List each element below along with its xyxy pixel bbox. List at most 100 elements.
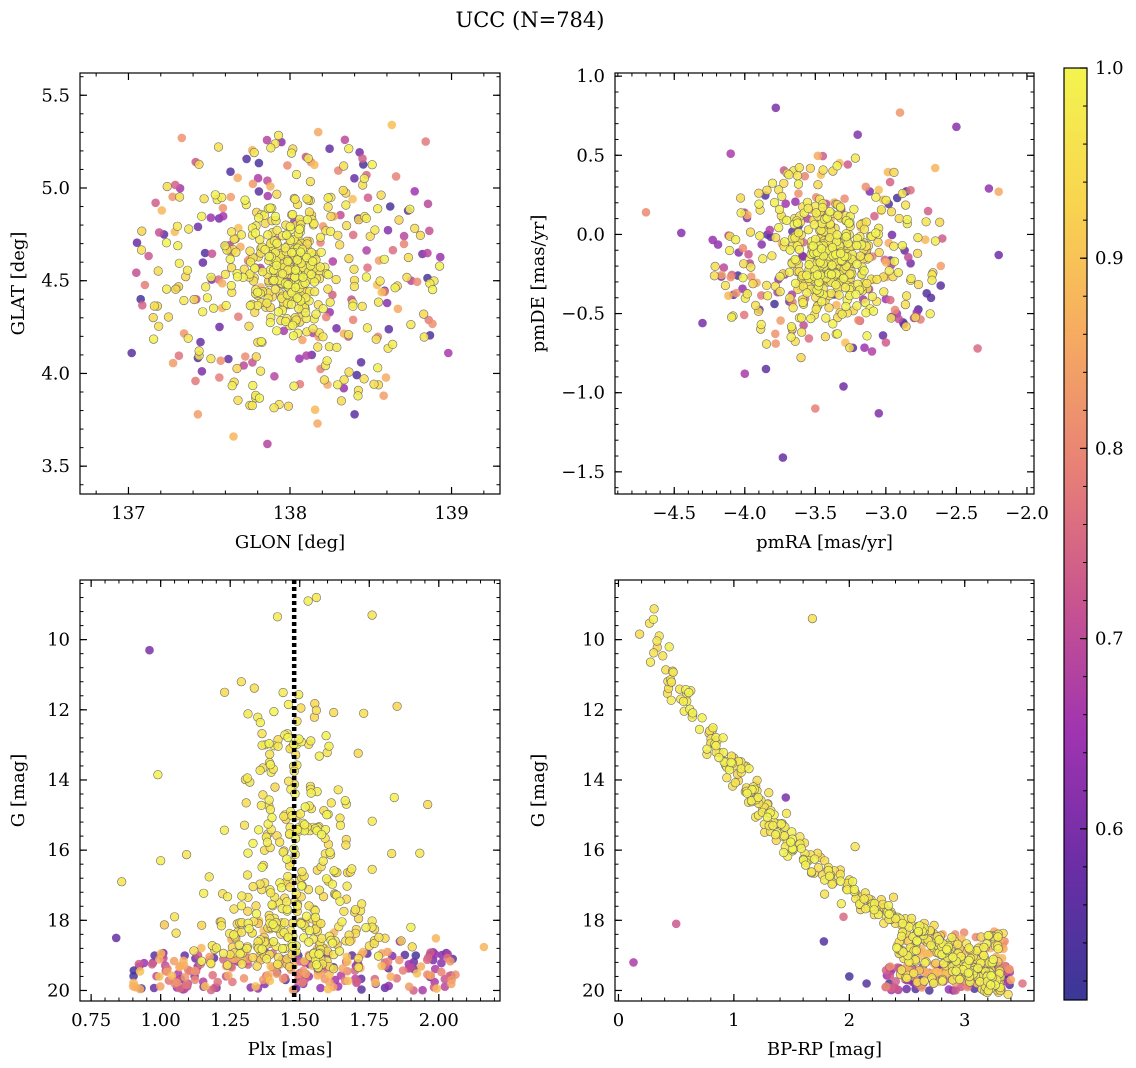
data-point [270, 284, 280, 295]
data-point [953, 939, 963, 949]
data-point [302, 194, 312, 204]
data-point [197, 943, 206, 953]
x-tick-label: −2.0 [1005, 503, 1049, 524]
data-point [295, 354, 304, 364]
data-point [224, 354, 233, 364]
colorbar-gradient [1063, 67, 1088, 1001]
data-point [129, 978, 138, 988]
data-point [867, 347, 877, 356]
data-point [852, 240, 862, 251]
data-point [884, 266, 894, 276]
data-point [322, 874, 332, 884]
x-axis-label: Plx [mas] [248, 1039, 333, 1060]
x-tick-label: −4.0 [723, 503, 767, 524]
data-point [313, 342, 323, 352]
data-point [755, 231, 765, 241]
data-point [812, 270, 823, 280]
data-point [232, 363, 242, 374]
data-point [765, 225, 775, 235]
data-point [928, 978, 939, 988]
data-point [847, 876, 858, 887]
data-point [323, 984, 333, 994]
data-point [738, 243, 748, 253]
data-point [747, 272, 756, 282]
data-point [902, 973, 912, 983]
data-point [206, 958, 216, 968]
data-point [824, 871, 835, 881]
data-point [253, 173, 263, 183]
data-point [923, 206, 933, 216]
data-point [993, 932, 1003, 942]
data-point [388, 245, 398, 255]
data-point [198, 258, 208, 267]
x-tick-label: 1.25 [210, 1010, 250, 1031]
data-point [339, 161, 349, 171]
data-point [358, 154, 367, 163]
data-point [338, 964, 348, 973]
data-point [867, 291, 878, 302]
data-point [313, 419, 322, 428]
data-point [303, 596, 313, 606]
data-point [384, 981, 394, 991]
data-point [329, 866, 339, 876]
data-point [411, 951, 421, 960]
data-point [134, 959, 144, 969]
data-point [277, 269, 288, 279]
data-point [415, 230, 426, 240]
data-point [227, 227, 237, 237]
data-point [719, 263, 729, 272]
data-point [290, 282, 301, 293]
data-point [236, 677, 246, 687]
data-point [416, 962, 426, 971]
data-point [207, 249, 217, 258]
data-point [871, 192, 881, 202]
data-point [233, 173, 242, 183]
data-point [297, 866, 307, 877]
data-point [232, 272, 243, 282]
data-point [436, 252, 445, 262]
data-point [883, 900, 894, 911]
y-tick-label: 10 [582, 630, 605, 651]
data-point [239, 820, 250, 830]
data-point [167, 971, 177, 980]
data-point [189, 946, 199, 956]
data-point [629, 958, 638, 967]
data-point [336, 210, 345, 220]
data-point [256, 366, 266, 376]
data-point [323, 202, 333, 212]
data-point [927, 275, 937, 285]
data-point [818, 165, 828, 175]
data-point [860, 298, 870, 308]
data-point [963, 968, 974, 978]
data-point [315, 262, 325, 272]
data-point [933, 967, 942, 977]
data-point [418, 985, 427, 995]
data-point [316, 983, 325, 993]
data-point [428, 319, 437, 329]
data-point [806, 314, 816, 324]
data-point [387, 120, 397, 130]
data-point [256, 336, 266, 347]
data-point [718, 733, 728, 743]
data-point [944, 985, 954, 994]
data-point [183, 333, 193, 343]
data-point [770, 299, 779, 309]
data-point [788, 303, 798, 313]
data-point [362, 246, 371, 255]
data-point [236, 230, 246, 240]
data-point [277, 943, 288, 954]
data-point [257, 944, 267, 954]
data-point [145, 645, 154, 655]
data-point [813, 180, 823, 190]
data-point [283, 161, 292, 170]
data-point [431, 934, 441, 943]
data-point [316, 247, 326, 257]
data-point [861, 182, 871, 192]
data-point [422, 955, 432, 965]
data-point [302, 215, 313, 225]
axes-frame [79, 579, 501, 1002]
data-point [688, 708, 698, 718]
data-point [182, 980, 191, 990]
y-tick-label: 5.5 [41, 85, 70, 106]
